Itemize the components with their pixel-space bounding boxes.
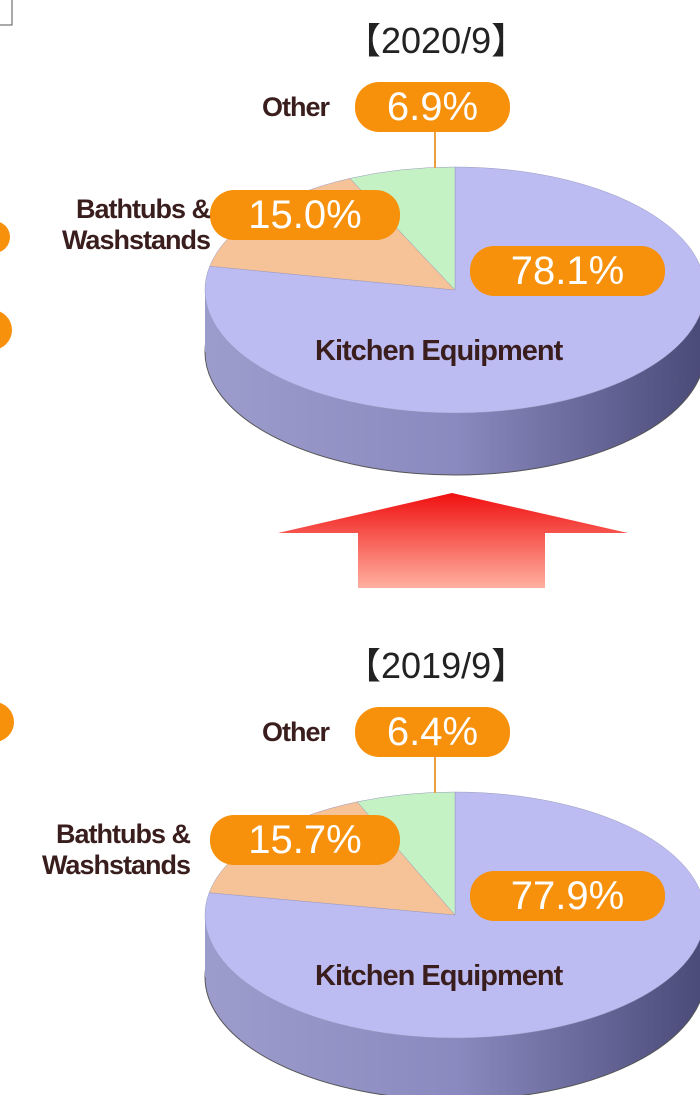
category-label: Kitchen Equipment xyxy=(315,960,563,992)
value-label: 15.7% xyxy=(210,815,400,865)
value-label: 6.4% xyxy=(355,707,510,757)
category-label: Kitchen Equipment xyxy=(315,335,563,367)
category-label: Bathtubs & Washstands xyxy=(61,194,211,255)
value-label: 77.9% xyxy=(470,871,665,921)
category-label: Other xyxy=(262,717,330,747)
cut-off-badge xyxy=(0,702,14,742)
category-label: Bathtubs & Washstands xyxy=(41,819,191,880)
cut-off-badge xyxy=(0,222,10,252)
cut-off-badge xyxy=(0,311,12,349)
chart-title: 【2020/9】 xyxy=(345,20,528,61)
up-arrow xyxy=(278,493,628,588)
category-label: Other xyxy=(262,92,330,122)
frame-corner xyxy=(0,0,13,26)
value-label: 78.1% xyxy=(470,246,665,296)
value-label: 15.0% xyxy=(210,190,400,240)
chart-title: 【2019/9】 xyxy=(345,645,528,686)
value-label: 6.9% xyxy=(355,82,510,132)
